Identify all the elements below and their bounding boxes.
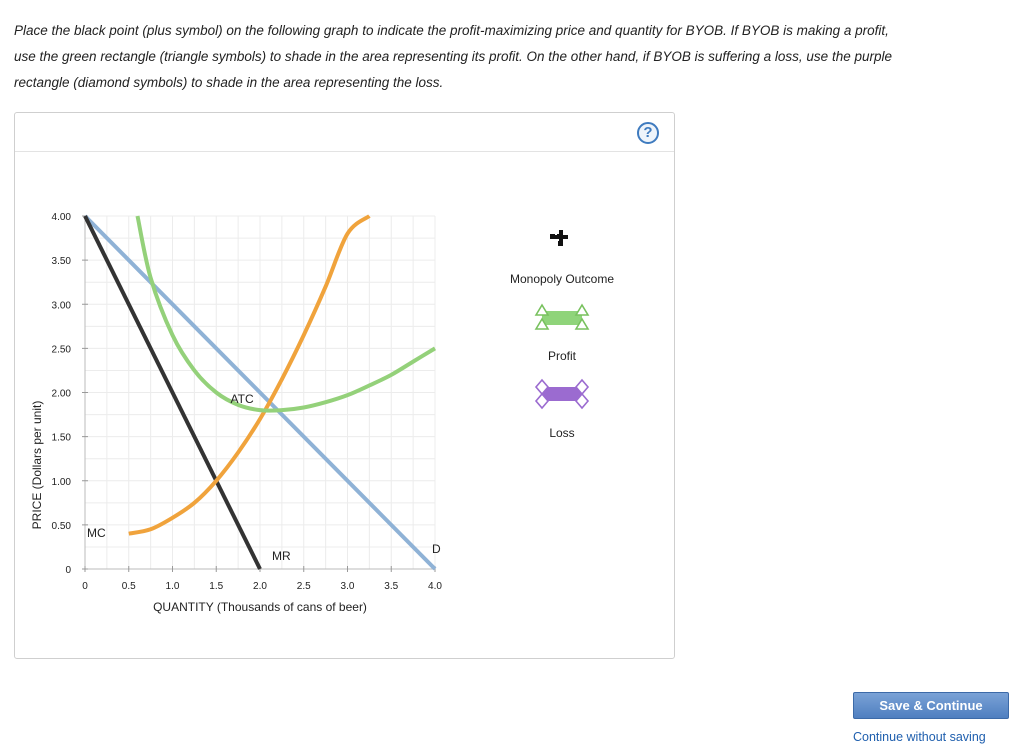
- y-tick-label: 3.50: [52, 256, 72, 267]
- x-tick-label: 1.0: [166, 581, 180, 592]
- loss-rectangle-tool[interactable]: [534, 378, 590, 410]
- mr-label: MR: [272, 549, 291, 563]
- instruction-line-3: rectangle (diamond symbols) to shade in …: [14, 75, 444, 90]
- panel-header: [15, 113, 674, 152]
- y-tick-label: 1.50: [52, 433, 72, 444]
- x-tick-label: 2.5: [297, 581, 311, 592]
- x-tick-label: 1.5: [209, 581, 223, 592]
- x-tick-label: 0.5: [122, 581, 136, 592]
- demand-curve: [83, 214, 437, 571]
- diamond-icon: [574, 392, 590, 410]
- save-continue-button[interactable]: Save & Continue: [853, 692, 1009, 719]
- y-tick-label: 4.00: [52, 212, 72, 223]
- x-tick-label: 4.0: [428, 581, 442, 592]
- triangle-icon: [574, 317, 590, 330]
- x-tick-label: 3.0: [341, 581, 355, 592]
- atc-label: ATC: [231, 392, 254, 406]
- loss-label: Loss: [549, 426, 574, 440]
- y-tick-label: 3.00: [52, 300, 72, 311]
- x-axis-label: QUANTITY (Thousands of cans of beer): [153, 600, 367, 614]
- x-tick-label: 0: [82, 581, 88, 592]
- help-icon[interactable]: ?: [637, 122, 659, 144]
- y-tick-label: 2.00: [52, 389, 72, 400]
- x-tick-label: 2.0: [253, 581, 267, 592]
- plus-icon: [554, 230, 568, 246]
- graph-panel: ? 0 0.5 1.0 1.5 2.0 2.5 3.0 3.5 4.0 0 0.50 1.00 1.50…: [14, 112, 675, 659]
- triangle-icon: [534, 317, 550, 330]
- demand-label: D: [432, 542, 441, 556]
- triangle-icon: [574, 303, 590, 316]
- y-tick-label: 0: [65, 565, 71, 576]
- profit-rectangle-icon: [542, 311, 582, 325]
- y-tick-label: 0.50: [52, 521, 72, 532]
- y-tick-label: 1.00: [52, 477, 72, 488]
- instruction-line-2: use the green rectangle (triangle symbol…: [14, 49, 892, 64]
- diamond-icon: [534, 392, 550, 410]
- y-axis-label: PRICE (Dollars per unit): [30, 401, 44, 530]
- y-tick-label: 2.50: [52, 344, 72, 355]
- triangle-icon: [534, 303, 550, 316]
- profit-label: Profit: [548, 349, 577, 363]
- profit-rectangle-tool[interactable]: [534, 303, 590, 330]
- loss-rectangle-icon: [542, 387, 582, 401]
- monopoly-outcome-tool[interactable]: [550, 230, 568, 246]
- chart-svg[interactable]: 0 0.5 1.0 1.5 2.0 2.5 3.0 3.5 4.000.501.001.502.…: [15, 113, 674, 658]
- average-total-cost-curve: [135, 215, 437, 413]
- monopoly-outcome-label: Monopoly Outcome: [510, 272, 614, 286]
- marginal-revenue-curve: [83, 215, 262, 570]
- instruction-line-1: Place the black point (plus symbol) on t…: [14, 23, 889, 38]
- instructions: Place the black point (plus symbol) on t…: [14, 18, 1014, 96]
- marginal-cost-curve: [128, 214, 371, 536]
- continue-without-saving-link[interactable]: Continue without saving: [853, 730, 986, 744]
- mc-label: MC: [87, 526, 106, 540]
- x-tick-label: 3.5: [384, 581, 398, 592]
